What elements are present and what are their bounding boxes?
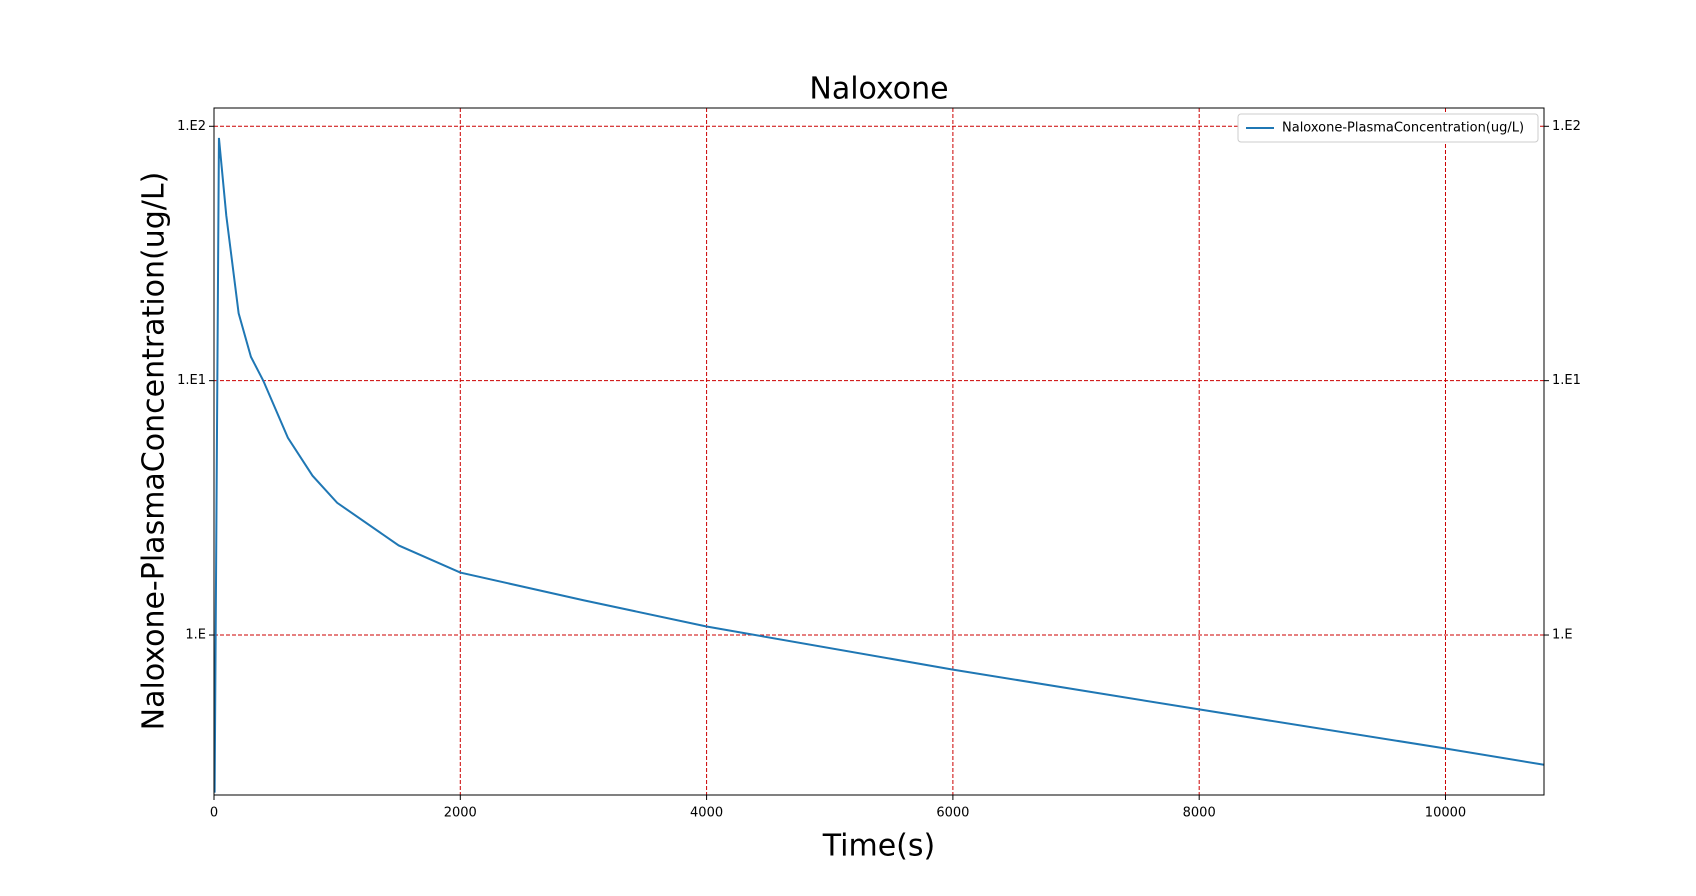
- x-tick-label: 4000: [690, 806, 723, 821]
- data-line: [214, 137, 1544, 793]
- y-tick-label-right: 1.E1: [1552, 373, 1581, 388]
- legend-box: [1237, 113, 1539, 143]
- x-tick-label: 6000: [936, 806, 969, 821]
- x-tick-label: 0: [210, 806, 218, 821]
- plot-area: [214, 137, 1544, 793]
- y-tick-label: 1.E2: [177, 119, 206, 134]
- chart-title: Naloxone: [809, 72, 948, 107]
- x-tick-label: 2000: [444, 806, 477, 821]
- plot-frame: [213, 107, 1545, 796]
- x-tick-label: 10000: [1425, 806, 1466, 821]
- y-tick-label-right: 1.E: [1552, 628, 1573, 643]
- y-axis-label: Naloxone-PlasmaConcentration(ug/L): [137, 172, 172, 731]
- y-tick-label: 1.E: [185, 628, 206, 643]
- y-tick-label: 1.E1: [177, 373, 206, 388]
- y-tick-label-right: 1.E2: [1552, 119, 1581, 134]
- x-tick-label: 8000: [1183, 806, 1216, 821]
- x-axis-label: Time(s): [822, 829, 935, 864]
- legend-label: Naloxone-PlasmaConcentration(ug/L): [1282, 121, 1524, 136]
